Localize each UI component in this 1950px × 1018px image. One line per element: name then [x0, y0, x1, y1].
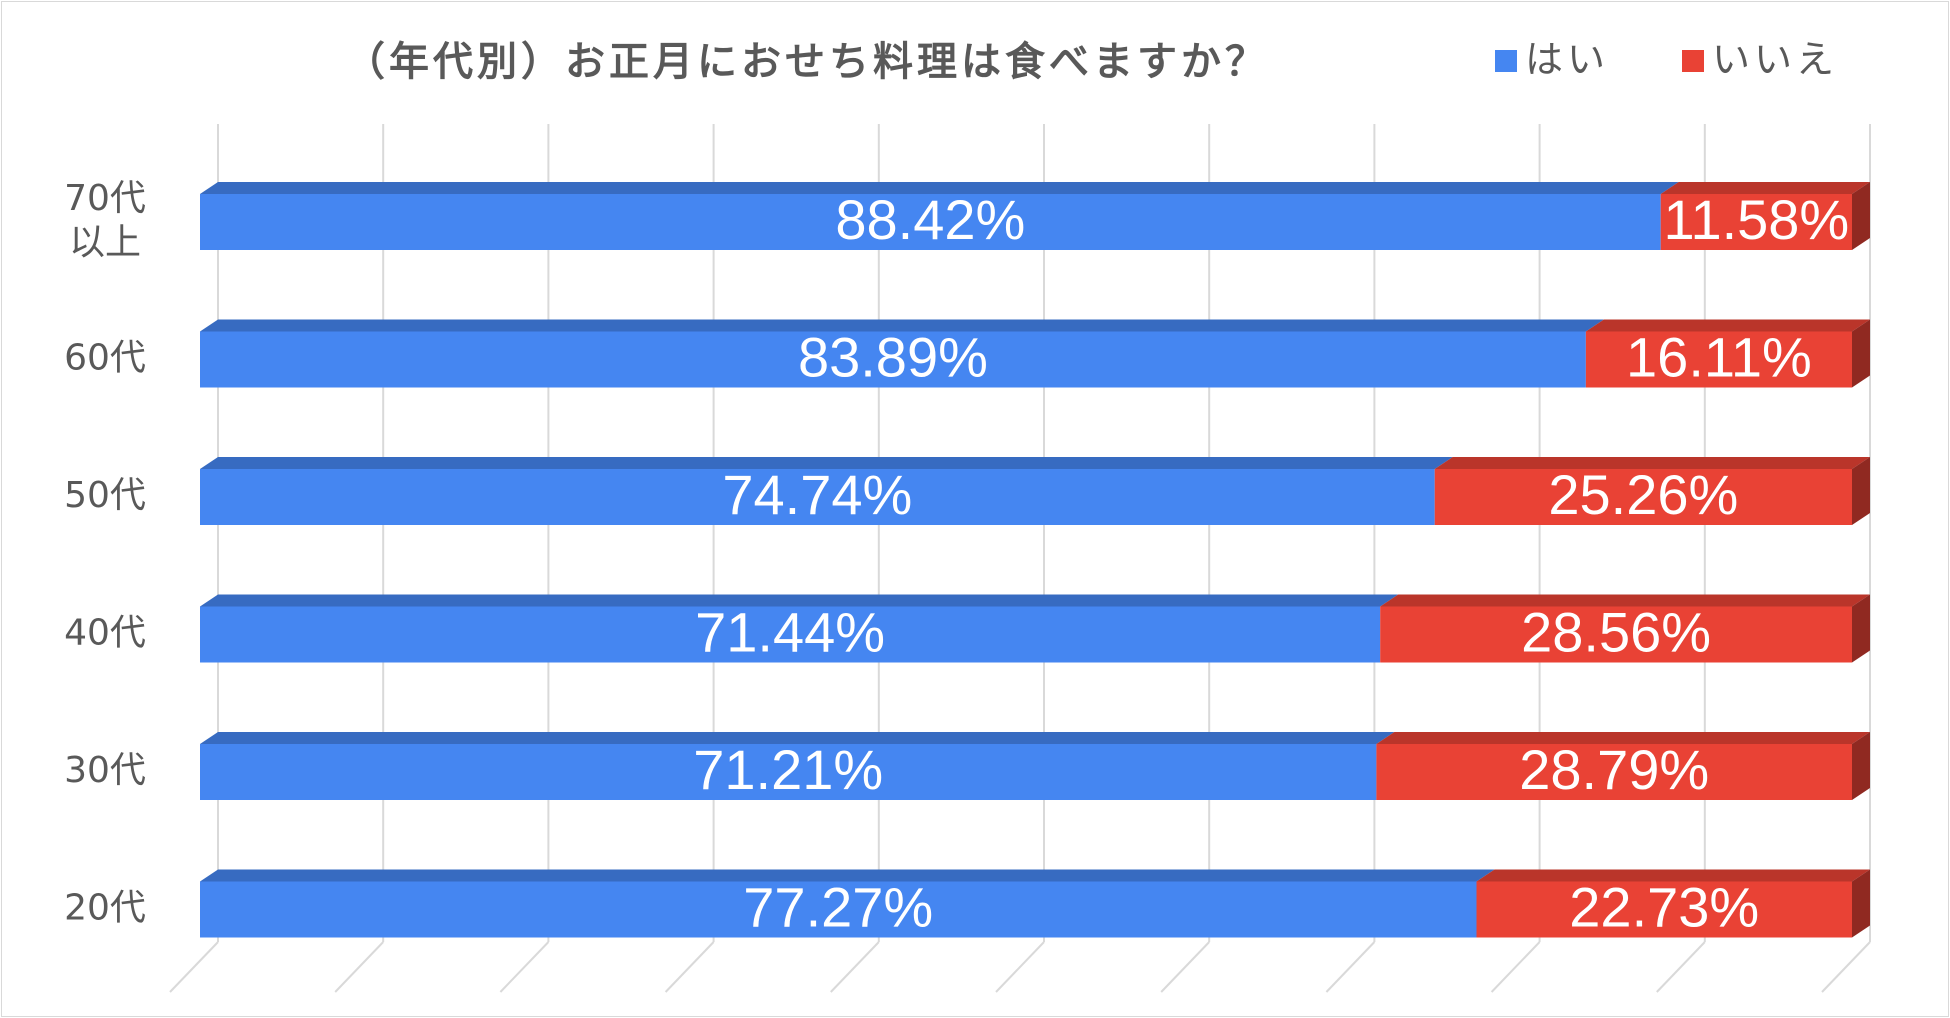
- bar-1-series-1-top: [1585, 319, 1870, 332]
- floor-line-50: [995, 941, 1045, 993]
- floor-line-90: [1656, 941, 1706, 993]
- data-label-0-1: 11.58%: [1663, 188, 1849, 251]
- category-label-0-line-1: 以上: [69, 222, 141, 263]
- floor-line-20: [499, 941, 550, 993]
- category-label-0-line-0: 70代: [64, 178, 146, 219]
- category-label-0: 70代以上: [64, 178, 146, 263]
- bar-3-series-0: [200, 606, 1381, 663]
- bar-5-series-1-top: [1476, 869, 1870, 882]
- axis-layer: 70代以上 60代 50代 40代 30代 20代: [64, 178, 146, 929]
- data-label-5-0: 77.27%: [743, 875, 933, 938]
- chart-title: （年代別）お正月におせち料理は食べますか？: [345, 39, 1269, 85]
- floor-line-100: [1821, 941, 1871, 993]
- bar-2-series-0: [200, 469, 1435, 525]
- bar-3-series-1: [1380, 606, 1852, 663]
- bar-4-series-1-side: [1852, 732, 1870, 800]
- category-label-4-line-0: 30代: [64, 750, 146, 791]
- category-label-5: 20代: [64, 888, 146, 929]
- bar-0-series-0: [200, 194, 1661, 250]
- category-label-1-line-0: 60代: [64, 338, 146, 379]
- bar-1-series-0: [200, 331, 1586, 388]
- title-layer: （年代別）お正月におせち料理は食べますか？: [345, 39, 1269, 85]
- category-label-4: 30代: [64, 750, 146, 791]
- bar-4-series-0-top: [200, 732, 1395, 744]
- floor-line-60: [1160, 941, 1210, 993]
- category-label-2: 50代: [64, 475, 146, 516]
- label-layer: 88.42% 11.58% 83.89% 16.11% 74.74% 25.26% 71.4…: [693, 188, 1849, 939]
- data-label-1-0: 83.89%: [798, 325, 988, 388]
- category-label-2-line-0: 50代: [64, 475, 146, 516]
- floor-line-30: [664, 941, 715, 993]
- category-label-5-line-0: 20代: [64, 888, 146, 929]
- floor-line-0: [169, 941, 219, 993]
- data-label-2-0: 74.74%: [722, 463, 912, 526]
- legend-label-1: いいえ: [1712, 38, 1838, 82]
- bar-4-series-1-top: [1376, 732, 1870, 744]
- bar-0-series-1-top: [1660, 182, 1870, 194]
- bar-4-series-1: [1376, 744, 1852, 800]
- bar-0-series-1: [1660, 194, 1852, 250]
- data-label-4-0: 71.21%: [693, 738, 883, 801]
- bar-layer: [200, 182, 1870, 938]
- bar-2-series-1-top: [1434, 457, 1870, 469]
- data-label-3-0: 71.44%: [695, 600, 885, 663]
- bar-2-series-0-top: [200, 457, 1453, 469]
- bar-4-series-0: [200, 744, 1377, 800]
- bar-5-series-0-top: [200, 869, 1495, 882]
- grid-layer: [169, 124, 1871, 993]
- floor-line-70: [1325, 941, 1376, 993]
- category-label-1: 60代: [64, 338, 146, 379]
- data-label-4-1: 28.79%: [1519, 738, 1709, 801]
- floor-line-80: [1490, 941, 1541, 993]
- legend-layer: はい いいえ: [1495, 38, 1838, 82]
- data-label-5-1: 22.73%: [1569, 875, 1759, 938]
- bar-2-series-1: [1434, 469, 1852, 525]
- bar-5-series-1-side: [1852, 869, 1870, 938]
- category-label-3: 40代: [64, 613, 146, 654]
- floor-line-10: [334, 941, 384, 993]
- bar-3-series-1-top: [1380, 594, 1870, 607]
- bar-5-series-1: [1476, 881, 1852, 938]
- bar-0-series-0-top: [200, 182, 1679, 194]
- floor-line-40: [830, 941, 880, 993]
- data-label-2-1: 25.26%: [1548, 463, 1738, 526]
- legend-label-0: はい: [1525, 38, 1609, 82]
- bar-2-series-1-side: [1852, 457, 1870, 525]
- data-label-1-1: 16.11%: [1626, 325, 1812, 388]
- bar-1-series-1-side: [1852, 319, 1870, 388]
- bar-5-series-0: [200, 881, 1477, 938]
- category-label-3-line-0: 40代: [64, 613, 146, 654]
- bar-3-series-1-side: [1852, 594, 1870, 663]
- bar-1-series-1: [1585, 331, 1852, 388]
- data-label-3-1: 28.56%: [1521, 600, 1711, 663]
- bar-3-series-0-top: [200, 594, 1399, 607]
- legend-swatch-1: [1682, 50, 1704, 72]
- bar-1-series-0-top: [200, 319, 1604, 332]
- bar-0-series-1-side: [1852, 182, 1870, 250]
- data-label-0-0: 88.42%: [835, 188, 1025, 251]
- legend-swatch-0: [1495, 50, 1517, 72]
